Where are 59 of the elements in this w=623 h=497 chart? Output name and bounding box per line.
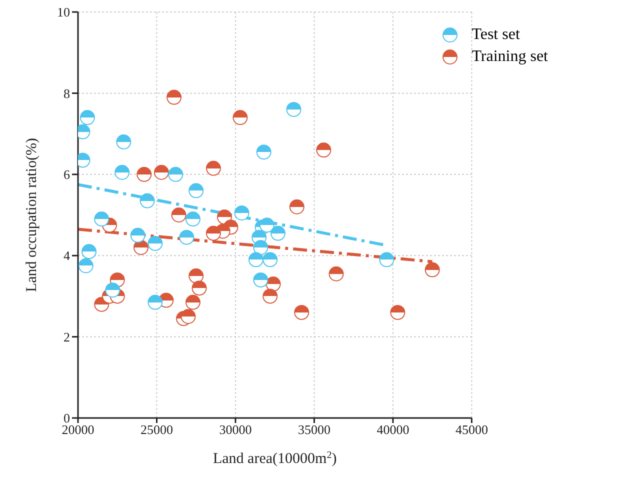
x-tick-label: 40000 [376, 422, 410, 438]
point [185, 294, 200, 310]
y-tick-label: 6 [64, 167, 70, 182]
point [78, 258, 94, 274]
point [294, 304, 310, 320]
point [216, 210, 232, 225]
point [188, 268, 204, 284]
y-tick-label: 10 [57, 4, 70, 20]
legend-label: Training set [472, 48, 548, 66]
point [424, 262, 440, 278]
y-axis-title: Land occupation ratio(%) [24, 138, 40, 292]
point [114, 164, 130, 180]
point [179, 230, 194, 245]
y-tick-label: 2 [64, 329, 70, 344]
point [116, 134, 132, 150]
y-tick-label: 8 [64, 86, 70, 101]
point [232, 110, 248, 126]
x-tick-label: 25000 [140, 422, 173, 438]
point [180, 309, 196, 324]
point [286, 102, 302, 117]
point [171, 208, 186, 222]
x-tick-label: 45000 [455, 422, 488, 438]
point [154, 164, 169, 180]
point [289, 199, 304, 214]
point [206, 160, 221, 176]
point [82, 244, 97, 260]
point [185, 212, 200, 227]
legend-label: Test set [472, 26, 520, 44]
point [148, 236, 163, 251]
point [328, 266, 344, 282]
point [234, 205, 250, 220]
point [192, 280, 207, 296]
x-tick-label: 35000 [298, 422, 330, 438]
point [259, 218, 274, 233]
point [94, 212, 110, 227]
point [140, 193, 155, 208]
point [168, 166, 184, 182]
point [130, 228, 146, 243]
x-axis-title: Land area(10000m$^{2}$) [212, 450, 337, 467]
point [253, 272, 268, 288]
point [256, 144, 272, 160]
y-tick-label: 4 [64, 248, 70, 264]
point [188, 183, 204, 198]
point [133, 240, 148, 255]
point [316, 142, 332, 158]
x-tick-label: 30000 [219, 422, 252, 438]
point [80, 110, 95, 126]
point [379, 252, 394, 268]
point [166, 90, 182, 105]
point [148, 294, 163, 310]
point [136, 166, 152, 182]
point [206, 226, 221, 241]
point [262, 252, 278, 268]
point [262, 288, 278, 304]
point [390, 304, 406, 320]
point [270, 226, 286, 241]
point [248, 252, 264, 268]
point [105, 282, 120, 298]
point [253, 240, 268, 255]
